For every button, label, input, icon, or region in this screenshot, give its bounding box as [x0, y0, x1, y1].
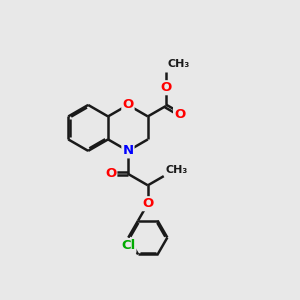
Text: O: O [160, 81, 171, 94]
Text: O: O [105, 167, 116, 180]
Text: N: N [122, 144, 134, 158]
Text: O: O [122, 98, 134, 111]
Text: O: O [142, 197, 154, 210]
Text: CH₃: CH₃ [165, 165, 188, 175]
Text: CH₃: CH₃ [167, 59, 190, 69]
Text: O: O [174, 108, 185, 121]
Text: Cl: Cl [121, 239, 135, 252]
